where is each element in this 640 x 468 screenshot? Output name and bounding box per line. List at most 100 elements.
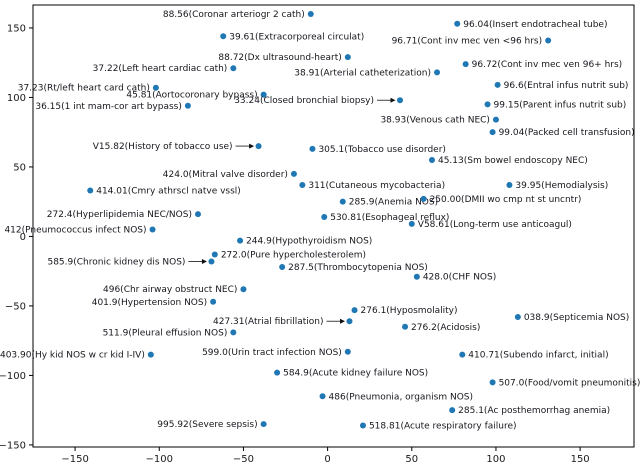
- point-label: 272.4(Hyperlipidemia NEC/NOS): [47, 210, 192, 220]
- point-label: 96.71(Cont inv mec ven <96 hrs): [392, 36, 543, 46]
- point-label: 250.00(DMII wo cmp nt st uncntr): [430, 195, 582, 205]
- point-label: 88.56(Coronar arteriogr 2 cath): [163, 10, 305, 20]
- y-tick-label: −50: [5, 301, 26, 312]
- x-tick-label: 100: [486, 454, 505, 465]
- data-point: 599.0(Urin tract infection NOS): [202, 348, 351, 358]
- scatter-marker: [344, 348, 351, 355]
- y-tick-label: 50: [13, 162, 26, 173]
- point-label: 276.2(Acidosis): [411, 323, 480, 333]
- point-label: 038.9(Septicemia NOS): [524, 313, 629, 323]
- annotation-arrowhead-icon: [390, 97, 396, 103]
- point-label: 403.90(Hy kid NOS w cr kid I-IV): [0, 351, 145, 361]
- data-point: 96.6(Entral infus nutrit sub): [494, 81, 628, 91]
- point-label: 486(Pneumonia, organism NOS): [329, 392, 473, 402]
- data-point: 428.0(CHF NOS): [413, 273, 496, 283]
- point-label: V58.61(Long-term use anticoagul): [418, 220, 572, 230]
- point-label: 287.5(Thrombocytopenia NOS): [288, 263, 428, 273]
- scatter-marker: [434, 69, 441, 76]
- data-point: 33.24(Closed bronchial biopsy): [234, 96, 403, 106]
- scatter-marker: [402, 323, 409, 330]
- data-point: 272.0(Pure hypercholesterolem): [211, 250, 366, 260]
- point-label: 45.13(Sm bowel endoscopy NEC): [438, 156, 588, 166]
- data-point: 285.1(Ac posthemorrhag anemia): [449, 406, 610, 416]
- scatter-marker: [309, 145, 316, 152]
- data-point: 412(Pneumococcus infect NOS): [4, 225, 156, 235]
- scatter-marker: [545, 37, 552, 44]
- data-point: 276.2(Acidosis): [402, 323, 480, 333]
- data-point: 88.72(Dx ultrasound-heart): [218, 53, 351, 63]
- annotation-arrowhead-icon: [201, 258, 207, 264]
- scatter-marker: [260, 421, 267, 428]
- y-tick-label: −100: [0, 371, 26, 382]
- scatter-marker: [211, 251, 218, 258]
- point-label: 585.9(Chronic kidney dis NOS): [47, 257, 185, 267]
- data-point: 38.93(Venous cath NEC): [380, 116, 499, 126]
- point-label: 507.0(Food/vomit pneumonitis): [499, 378, 640, 388]
- scatter-marker: [184, 102, 191, 109]
- data-point: 39.95(Hemodialysis): [506, 181, 608, 191]
- scatter-marker: [449, 407, 456, 414]
- x-tick-label: −100: [146, 454, 173, 465]
- scatter-marker: [255, 143, 262, 150]
- y-tick-label: −150: [0, 440, 26, 451]
- scatter-marker: [230, 65, 237, 72]
- scatter-marker: [290, 170, 297, 177]
- scatter-marker: [208, 258, 215, 265]
- scatter-marker: [240, 286, 247, 293]
- plot-border: [32, 4, 635, 448]
- data-point: 96.72(Cont inv mec ven 96+ hrs): [462, 60, 622, 70]
- point-label: 99.04(Packed cell transfusion): [499, 128, 635, 138]
- data-point: 45.13(Sm bowel endoscopy NEC): [428, 156, 588, 166]
- point-label: 511.9(Pleural effusion NOS): [103, 328, 228, 338]
- data-point: 311(Cutaneous mycobacteria): [299, 181, 445, 191]
- data-point: 250.00(DMII wo cmp nt st uncntr): [420, 195, 582, 205]
- data-point: 96.04(Insert endotracheal tube): [454, 20, 607, 30]
- data-point: 37.22(Left heart cardiac cath): [93, 64, 237, 74]
- scatter-marker: [321, 213, 328, 220]
- point-label: 584.9(Acute kidney failure NOS): [283, 369, 428, 379]
- x-tick-label: 150: [571, 454, 590, 465]
- scatter-marker: [514, 314, 521, 321]
- point-label: 96.04(Insert endotracheal tube): [463, 20, 607, 30]
- scatter-marker: [339, 198, 346, 205]
- scatter-marker: [506, 181, 513, 188]
- scatter-marker: [274, 369, 281, 376]
- scatter-marker: [459, 351, 466, 358]
- point-label: 244.9(Hypothyroidism NOS): [246, 237, 372, 247]
- data-point: 511.9(Pleural effusion NOS): [103, 328, 237, 338]
- scatter-marker: [413, 273, 420, 280]
- scatter-marker: [359, 422, 366, 429]
- data-point: 99.04(Packed cell transfusion): [489, 128, 635, 138]
- scatter-marker: [428, 156, 435, 163]
- point-label: 428.0(CHF NOS): [423, 273, 496, 283]
- point-label: 518.81(Acute respiratory failure): [369, 421, 517, 431]
- point-label: 285.9(Anemia NOS): [349, 198, 438, 208]
- data-point: 276.1(Hyposmolality): [351, 306, 457, 316]
- point-label: 272.0(Pure hypercholesterolem): [221, 250, 366, 260]
- y-tick-label: 150: [7, 23, 26, 34]
- scatter-marker: [319, 393, 326, 400]
- scatter-marker: [346, 318, 353, 325]
- point-label: 36.15(1 int mam-cor art bypass): [35, 102, 182, 112]
- scatter-marker: [494, 81, 501, 88]
- point-label: 427.31(Atrial fibrillation): [213, 317, 323, 327]
- data-point: 45.81(Aortocoronary bypass): [126, 91, 267, 101]
- scatter-marker: [396, 97, 403, 104]
- point-label: 33.24(Closed bronchial biopsy): [234, 96, 374, 106]
- data-point: 285.9(Anemia NOS): [339, 198, 438, 208]
- point-label: 410.71(Subendo infarct, initial): [468, 351, 608, 361]
- point-label: 995.92(Severe sepsis): [157, 420, 257, 430]
- data-point: V58.61(Long-term use anticoagul): [408, 220, 572, 230]
- data-point: 36.15(1 int mam-cor art bypass): [35, 102, 191, 112]
- scatter-marker: [492, 116, 499, 123]
- data-point: 37.23(Rt/left heart card cath): [18, 84, 159, 94]
- x-tick-label: −50: [233, 454, 254, 465]
- data-point: 486(Pneumonia, organism NOS): [319, 392, 473, 402]
- scatter-marker: [220, 33, 227, 40]
- data-point: 305.1(Tobacco use disorder): [309, 145, 446, 155]
- point-label: V15.82(History of tobacco use): [93, 142, 233, 152]
- data-point: 507.0(Food/vomit pneumonitis): [489, 378, 640, 388]
- point-label: 530.81(Esophageal reflux): [330, 213, 449, 223]
